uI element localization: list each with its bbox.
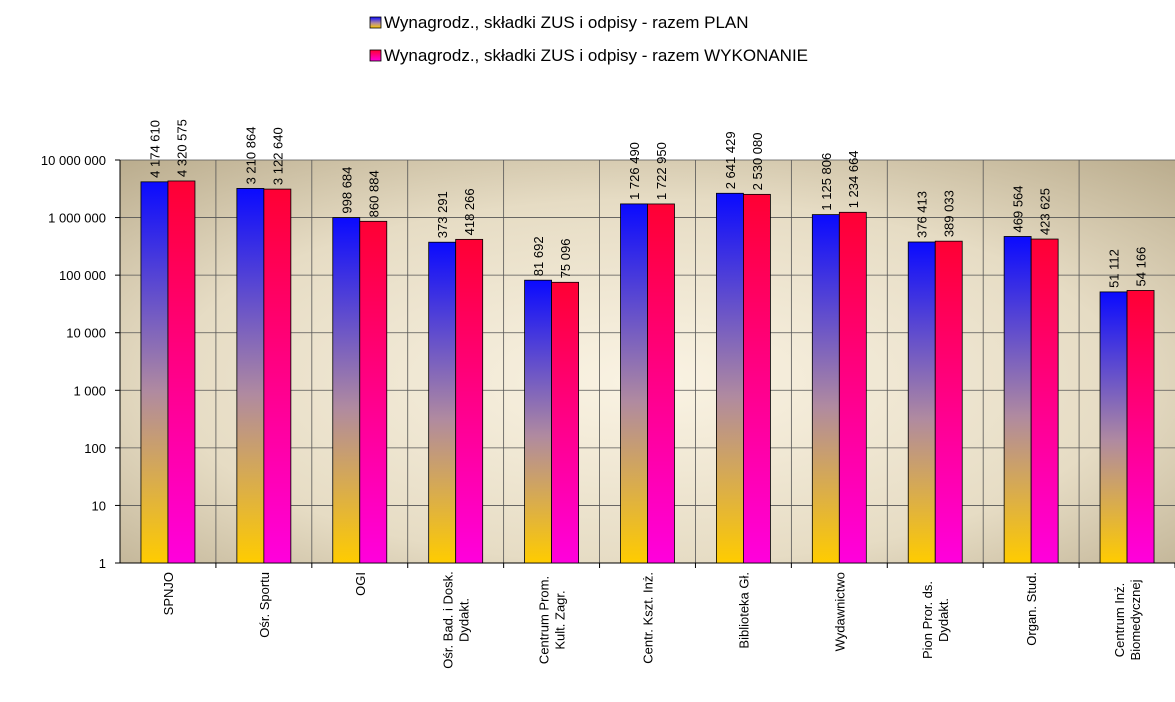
value-label: 998 684: [339, 167, 354, 214]
value-label: 423 625: [1038, 188, 1053, 235]
x-tick-label: Pion Pror. ds.Dydakt.: [920, 581, 951, 659]
bar: [263, 188, 292, 564]
value-label: 2 530 080: [750, 133, 765, 191]
value-label: 1 726 490: [627, 142, 642, 200]
bar: [140, 181, 169, 564]
x-tick-label: Centrum Inż.Biomedycznej: [1112, 579, 1143, 660]
y-tick-label: 1: [99, 556, 106, 571]
value-label: 376 413: [915, 191, 930, 238]
x-tick-label-line: Centrum Prom.: [537, 576, 552, 664]
value-label: 389 033: [942, 190, 957, 237]
value-label: 1 125 806: [819, 153, 834, 211]
value-label: 860 884: [366, 170, 381, 217]
legend-label: Wynagrodz., składki ZUS i odpisy - razem…: [384, 13, 749, 32]
x-tick-label: Centrum Prom.Kult. Zagr.: [537, 576, 568, 664]
bar: [1030, 238, 1059, 564]
value-label: 373 291: [435, 191, 450, 238]
bar: [620, 203, 648, 564]
x-tick-label: Ośr. Bad. i Dosk.Dydakt.: [441, 571, 472, 669]
bar: [236, 188, 265, 564]
y-tick-label: 1 000 000: [48, 211, 106, 226]
bar: [359, 220, 388, 564]
bar: [811, 214, 840, 564]
bar: [716, 192, 744, 564]
bar: [838, 211, 867, 564]
x-tick-label: SPNJO: [161, 572, 176, 615]
legend-label: Wynagrodz., składki ZUS i odpisy - razem…: [384, 46, 808, 65]
x-tick-label-line: Kult. Zagr.: [553, 590, 568, 649]
value-label: 3 210 864: [243, 127, 258, 185]
bar: [551, 281, 579, 564]
x-tick-label: Ośr. Sportu: [257, 572, 272, 638]
x-tick-label-line: Pion Pror. ds.: [920, 581, 935, 659]
bar: [907, 241, 936, 564]
value-label: 4 174 610: [147, 120, 162, 178]
bar: [524, 279, 552, 564]
value-label: 81 692: [531, 236, 546, 276]
legend-swatch: [369, 16, 382, 29]
value-label: 4 320 575: [174, 119, 189, 177]
value-label: 75 096: [558, 239, 573, 279]
x-tick-label-line: Dydakt.: [457, 598, 472, 642]
bar: [647, 203, 675, 564]
y-tick-label: 10 000: [66, 326, 106, 341]
x-tick-label: Centr. Kszt. Inż.: [641, 572, 656, 664]
x-tick-label-line: Ośr. Bad. i Dosk.: [441, 571, 456, 669]
value-label: 1 234 664: [846, 150, 861, 208]
value-label: 469 564: [1011, 185, 1026, 232]
value-label: 1 722 950: [654, 142, 669, 200]
y-tick-label: 10: [92, 498, 106, 513]
y-tick-label: 100 000: [59, 268, 106, 283]
y-tick-label: 100: [84, 441, 106, 456]
bar: [1099, 291, 1128, 564]
legend-swatch: [369, 49, 382, 62]
bar: [428, 241, 457, 564]
bar: [1126, 290, 1155, 564]
value-label: 418 266: [462, 188, 477, 235]
value-label: 3 122 640: [270, 127, 285, 185]
x-tick-label-line: Centrum Inż.: [1112, 583, 1127, 657]
bar: [167, 180, 196, 564]
bar: [1003, 236, 1032, 564]
y-tick-label: 1 000: [73, 383, 106, 398]
bar: [934, 240, 963, 564]
value-label: 54 166: [1134, 247, 1149, 287]
x-tick-label: Organ. Stud.: [1024, 572, 1039, 646]
x-tick-label: Wydawnictwo: [832, 572, 847, 651]
y-tick-label: 10 000 000: [41, 153, 106, 168]
x-tick-label: OGI: [353, 572, 368, 596]
x-tick-label-line: Dydakt.: [936, 598, 951, 642]
x-tick-label: Biblioteka Gł.: [736, 572, 751, 649]
bar: [455, 238, 484, 564]
value-label: 51 112: [1107, 249, 1122, 288]
bar: [332, 217, 361, 564]
x-tick-label-line: Biomedycznej: [1128, 579, 1143, 660]
bar: [743, 193, 771, 564]
value-label: 2 641 429: [723, 131, 738, 189]
